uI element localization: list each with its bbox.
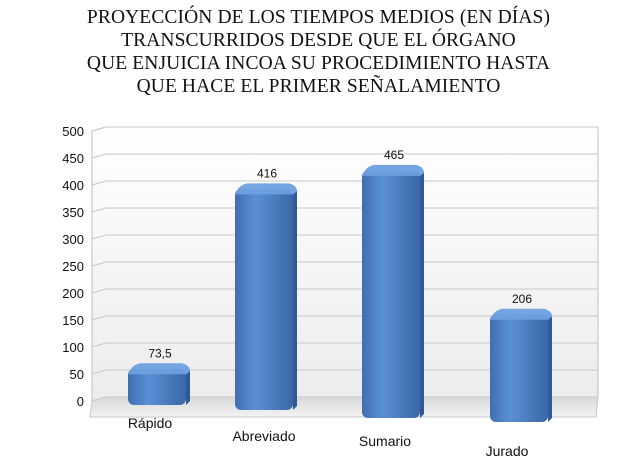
- chart-title: PROYECCIÓN DE LOS TIEMPOS MEDIOS (EN DÍA…: [86, 7, 551, 97]
- y-tick-label: 450: [62, 151, 84, 166]
- data-label: 73,5: [148, 346, 172, 360]
- gridline: [91, 261, 598, 267]
- x-category-label: Rápido: [128, 415, 173, 431]
- bar-side: [420, 171, 424, 418]
- bar: [235, 183, 297, 410]
- y-tick-label: 200: [62, 286, 84, 301]
- gridline: [91, 369, 598, 375]
- x-category-label: Sumario: [359, 433, 411, 449]
- bar-front: [362, 170, 420, 418]
- gridline: [91, 153, 598, 159]
- bar-front: [490, 314, 548, 422]
- gridline: [91, 180, 598, 186]
- y-tick-label: 250: [62, 259, 84, 274]
- bar-top: [490, 308, 552, 320]
- gridline: [91, 207, 598, 213]
- bar-front: [128, 368, 186, 405]
- bar: [490, 308, 552, 422]
- bar-side: [293, 190, 297, 410]
- bar-front: [235, 188, 293, 410]
- data-label: 206: [512, 292, 532, 306]
- bar-top: [235, 183, 297, 195]
- bar: [362, 164, 424, 418]
- gridline: [91, 342, 598, 348]
- y-tick-label: 150: [62, 313, 84, 328]
- data-label: 465: [384, 148, 404, 162]
- gridline: [91, 234, 598, 240]
- y-tick-label: 350: [62, 205, 84, 220]
- bar-side: [548, 315, 552, 422]
- y-tick-label: 400: [62, 178, 84, 193]
- gridline: [91, 288, 598, 294]
- x-category-label: Abreviado: [232, 428, 295, 444]
- bar: [128, 363, 190, 405]
- gridline: [91, 126, 598, 132]
- y-tick-label: 500: [62, 124, 84, 139]
- bar-side: [186, 370, 190, 405]
- chart-floor: [89, 396, 599, 418]
- y-tick-label: 50: [70, 367, 84, 382]
- data-label: 416: [257, 166, 277, 180]
- x-category-label: Jurado: [486, 443, 529, 459]
- gridline: [91, 315, 598, 321]
- y-tick-label: 300: [62, 232, 84, 247]
- bar-top: [362, 164, 424, 176]
- bar-top: [128, 363, 190, 375]
- y-tick-label: 100: [62, 340, 84, 355]
- y-tick-label: 0: [77, 394, 84, 409]
